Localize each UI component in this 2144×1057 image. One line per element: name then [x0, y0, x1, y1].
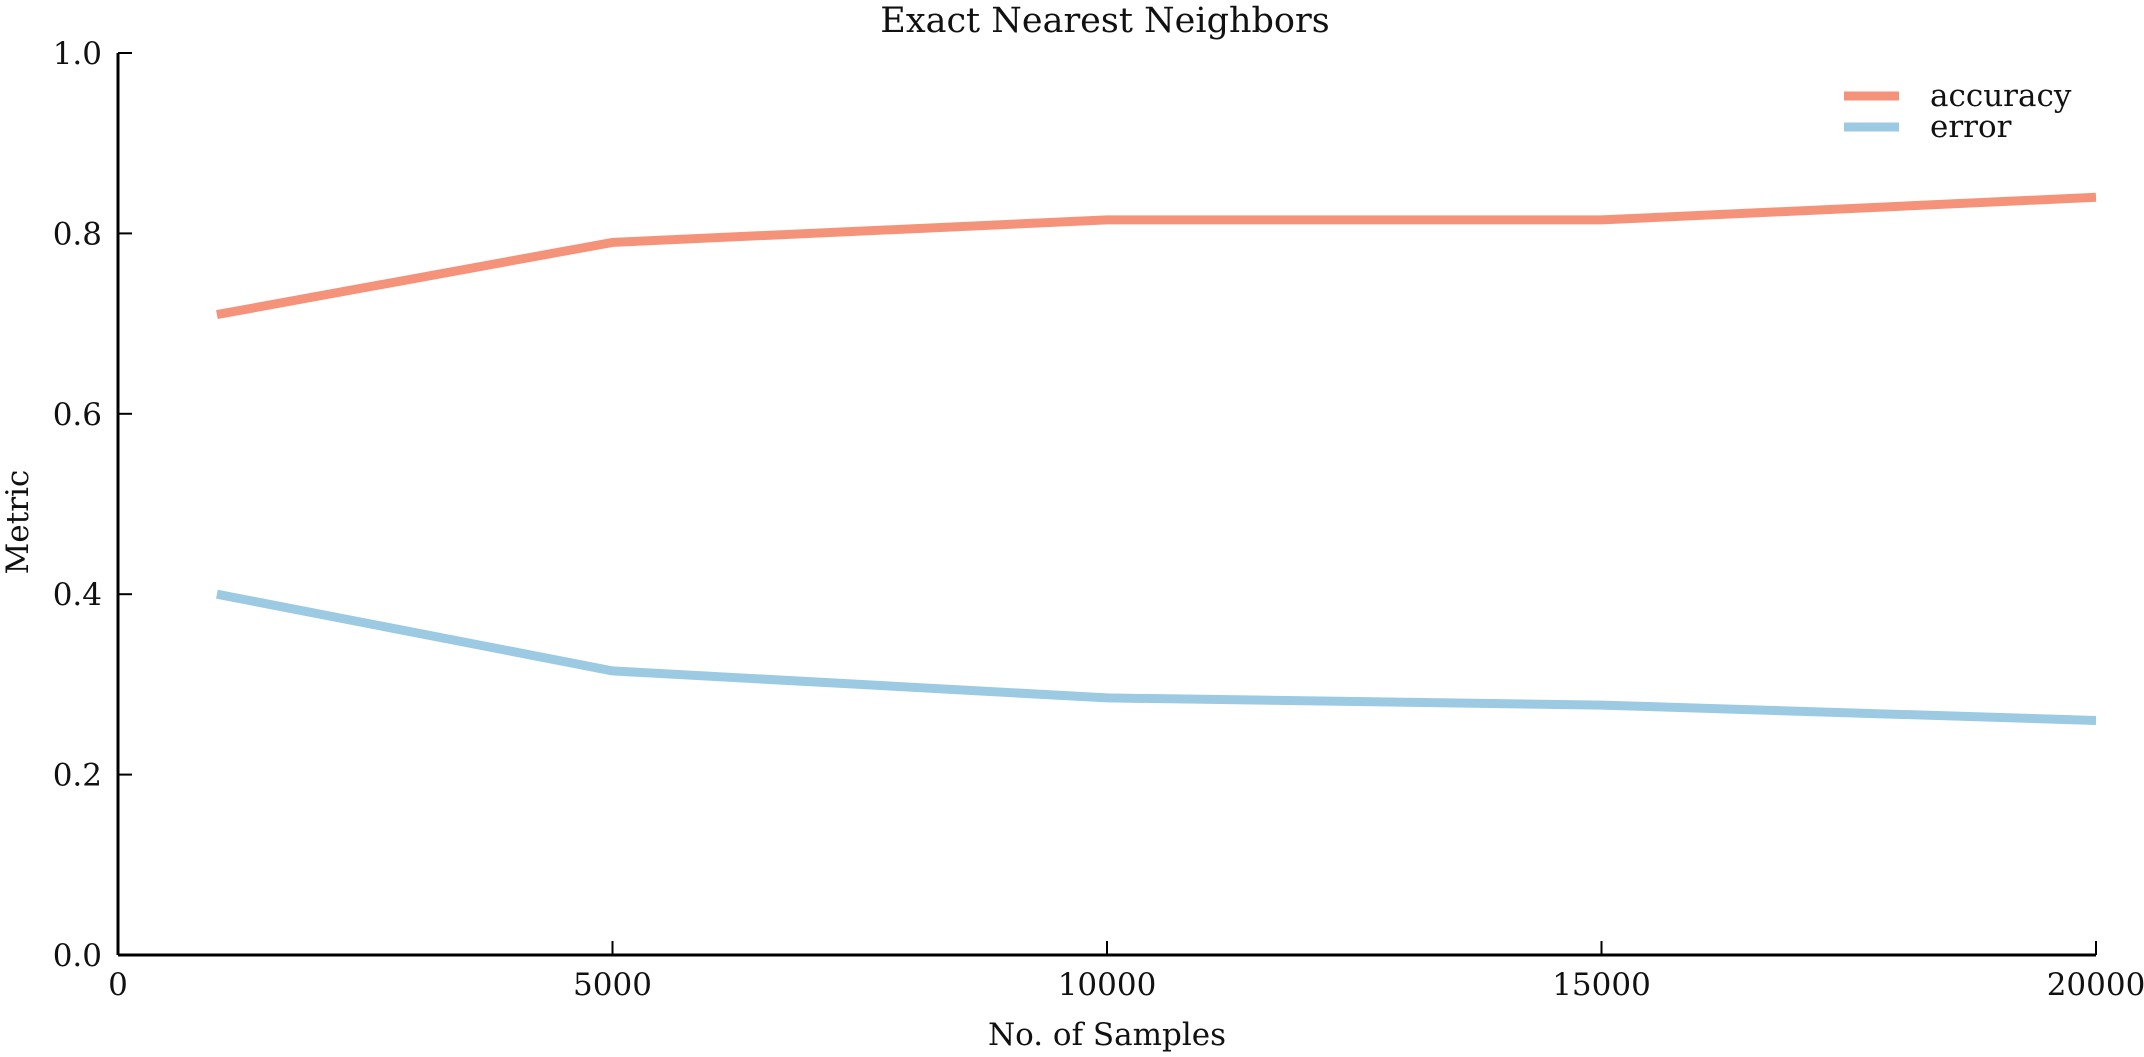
y-tick-label: 1.0 [53, 36, 102, 72]
x-axis-label: No. of Samples [988, 1017, 1226, 1053]
x-tick-label: 15000 [1552, 967, 1651, 1003]
x-tick-label: 0 [108, 967, 128, 1003]
y-tick-label: 0.0 [53, 938, 102, 974]
y-tick-label: 0.8 [53, 216, 102, 252]
series-line-error [216, 589, 2097, 725]
y-axis-ticks: 0.0 0.2 0.4 0.6 0.8 1.0 [53, 36, 132, 974]
y-axis-label: Metric [0, 470, 36, 575]
legend-label-error: error [1930, 109, 2012, 145]
plot-area [216, 192, 2097, 725]
x-tick-label: 20000 [2047, 967, 2144, 1003]
x-tick-label: 5000 [573, 967, 652, 1003]
y-tick-label: 0.6 [53, 397, 102, 433]
legend-label-accuracy: accuracy [1930, 78, 2072, 114]
y-tick-label: 0.4 [53, 577, 102, 613]
chart-title: Exact Nearest Neighbors [880, 1, 1329, 41]
series-line-accuracy [216, 192, 2097, 320]
y-tick-label: 0.2 [53, 758, 102, 794]
x-axis-ticks: 0 5000 10000 15000 20000 [108, 941, 2144, 1003]
x-tick-label: 10000 [1058, 967, 1157, 1003]
